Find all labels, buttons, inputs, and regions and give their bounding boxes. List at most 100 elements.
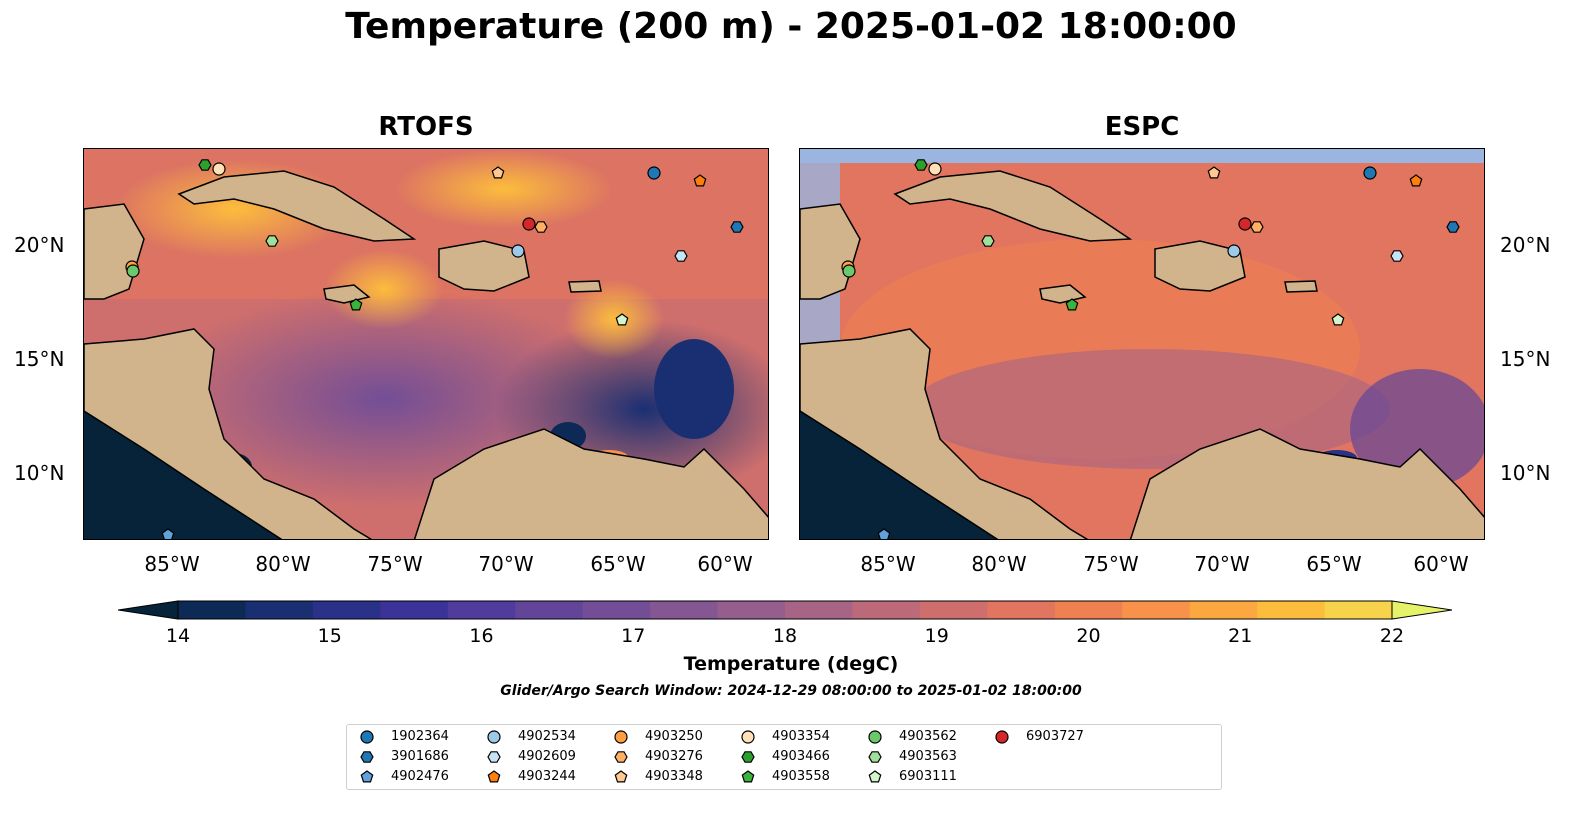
colorbar-tick-label: 15	[317, 625, 342, 647]
lon-label-80w-right: 80°W	[971, 552, 1027, 576]
legend-label: 4903244	[518, 769, 576, 784]
colorbar-segment	[650, 601, 719, 619]
colorbar-frame	[177, 600, 1393, 620]
lat-label-20n-left: 20°N	[14, 233, 65, 257]
float-marker-4902476	[161, 528, 175, 539]
figure-title: Temperature (200 m) - 2025-01-02 18:00:0…	[345, 6, 1237, 47]
rtofs-map-canvas	[84, 149, 768, 539]
float-marker-4903563	[981, 235, 995, 247]
lon-label-85w-left: 85°W	[144, 552, 200, 576]
legend-label: 4902609	[518, 749, 576, 764]
legend-label: 1902364	[391, 729, 449, 744]
colorbar-segment	[447, 601, 516, 619]
legend-marker-1902364	[360, 730, 374, 744]
circle-marker-icon	[995, 730, 1009, 744]
float-marker-4903276	[534, 221, 548, 233]
legend-marker-4903563	[868, 751, 882, 763]
pentagon-marker-icon	[487, 770, 501, 783]
legend-label: 6903727	[1026, 729, 1084, 744]
circle-marker-icon	[868, 730, 882, 744]
lat-label-15n-left: 15°N	[14, 347, 65, 371]
float-marker-4903558	[1065, 298, 1079, 311]
legend-marker-4902476	[360, 770, 374, 783]
colorbar-segment	[1324, 601, 1393, 619]
float-marker-6903727	[1238, 217, 1252, 231]
colorbar-segment	[582, 601, 651, 619]
colorbar-tick-label: 17	[621, 625, 646, 647]
hexagon-marker-icon	[741, 751, 755, 763]
float-marker-4903354	[928, 162, 942, 176]
legend-label: 6903111	[899, 769, 957, 784]
pentagon-marker-icon	[360, 770, 374, 783]
espc-map	[799, 148, 1485, 540]
legend-marker-6903111	[868, 770, 882, 783]
colorbar-svg	[117, 600, 1453, 620]
legend-label: 4902476	[391, 769, 449, 784]
lon-label-75w-left: 75°W	[367, 552, 423, 576]
lon-label-60w-right: 60°W	[1413, 552, 1469, 576]
colorbar	[117, 600, 1453, 624]
float-marker-4902534	[511, 244, 525, 258]
circle-marker-icon	[487, 730, 501, 744]
legend-marker-3901686	[360, 751, 374, 763]
float-marker-4903348	[1207, 166, 1221, 179]
legend-label: 4903558	[772, 769, 830, 784]
colorbar-segment	[919, 601, 988, 619]
float-marker-3901686	[1446, 221, 1460, 233]
hexagon-marker-icon	[614, 751, 628, 763]
colorbar-segment	[717, 601, 786, 619]
legend-label: 4903348	[645, 769, 703, 784]
pentagon-marker-icon	[614, 770, 628, 783]
lon-label-70w-left: 70°W	[478, 552, 534, 576]
colorbar-tick-label: 18	[772, 625, 798, 647]
legend-marker-4903348	[614, 770, 628, 783]
float-marker-4903466	[914, 159, 928, 171]
colorbar-tick-label: 14	[165, 625, 191, 647]
float-marker-4902476	[877, 528, 891, 539]
panel-title-espc: ESPC	[1104, 112, 1180, 142]
circle-marker-icon	[360, 730, 374, 744]
float-marker-4903244	[693, 174, 707, 187]
legend-label: 4903466	[772, 749, 830, 764]
circle-marker-icon	[741, 730, 755, 744]
hexagon-marker-icon	[360, 751, 374, 763]
pentagon-marker-icon	[868, 770, 882, 783]
legend-label: 4903250	[645, 729, 703, 744]
lon-label-75w-right: 75°W	[1083, 552, 1139, 576]
hexagon-marker-icon	[487, 751, 501, 763]
lon-label-80w-left: 80°W	[255, 552, 311, 576]
float-marker-4903348	[491, 166, 505, 179]
colorbar-tick-label: 21	[1228, 625, 1253, 647]
float-marker-4903562	[126, 264, 140, 278]
legend-label: 4902534	[518, 729, 576, 744]
legend-marker-4903250	[614, 730, 628, 744]
float-marker-6903727	[522, 217, 536, 231]
lat-label-15n-right: 15°N	[1500, 347, 1551, 371]
colorbar-tick-label: 20	[1076, 625, 1101, 647]
colorbar-extend-low	[117, 600, 179, 620]
float-marker-4902534	[1227, 244, 1241, 258]
float-marker-6903111	[615, 313, 629, 326]
float-marker-4903354	[212, 162, 226, 176]
legend-marker-4902609	[487, 751, 501, 763]
search-window-text: Glider/Argo Search Window: 2024-12-29 08…	[500, 683, 1082, 699]
colorbar-tick-label: 16	[469, 625, 494, 647]
float-marker-4903563	[265, 235, 279, 247]
colorbar-segment	[785, 601, 853, 619]
panel-title-rtofs: RTOFS	[378, 112, 474, 142]
float-marker-4903276	[1250, 221, 1264, 233]
legend-label: 4903354	[772, 729, 830, 744]
rtofs-map	[83, 148, 769, 540]
float-marker-4902609	[674, 250, 688, 262]
hexagon-marker-icon	[868, 751, 882, 763]
legend-label: 3901686	[391, 749, 449, 764]
colorbar-segment	[1122, 601, 1191, 619]
colorbar-segment	[312, 601, 381, 619]
colorbar-segment	[1189, 601, 1258, 619]
lon-label-60w-left: 60°W	[697, 552, 753, 576]
colorbar-segment	[245, 601, 314, 619]
circle-marker-icon	[614, 730, 628, 744]
float-marker-4902609	[1390, 250, 1404, 262]
colorbar-extend-high	[1391, 600, 1453, 620]
colorbar-segment	[1054, 601, 1123, 619]
